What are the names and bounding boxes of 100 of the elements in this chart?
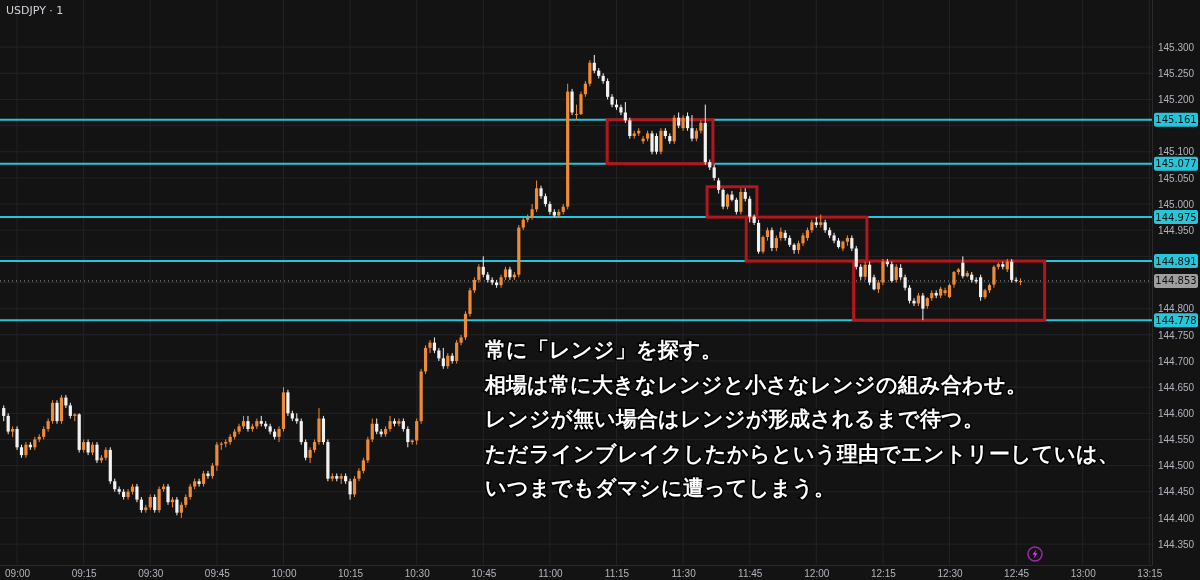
x-tick-label: 13:00	[1070, 568, 1097, 580]
ref-line-label: 144.891	[1155, 255, 1197, 267]
candlestick	[428, 339, 432, 354]
candlestick	[246, 415, 250, 433]
candlestick	[366, 436, 370, 464]
x-tick-label: 09:00	[5, 568, 31, 580]
candlestick	[304, 438, 308, 461]
candlestick	[317, 407, 321, 446]
candlestick	[868, 261, 872, 286]
candlestick	[415, 418, 419, 446]
candlestick	[659, 127, 663, 155]
candlestick	[352, 475, 357, 498]
x-tick-label: 10:00	[271, 568, 297, 580]
x-tick-label: 11:45	[738, 568, 763, 580]
candlestick	[690, 114, 694, 142]
candlestick	[881, 258, 885, 286]
candlestick	[397, 418, 401, 427]
candlestick	[890, 261, 894, 283]
ref-line-label: 145.161	[1155, 114, 1197, 126]
candlestick	[468, 287, 472, 317]
y-tick-label: 144.650	[1158, 381, 1195, 393]
candlestick	[126, 488, 130, 501]
candlestick	[59, 394, 64, 425]
candlestick	[894, 263, 898, 283]
candlestick	[654, 132, 659, 155]
candlestick	[979, 274, 983, 302]
candlestick	[348, 478, 352, 501]
candlestick	[95, 441, 99, 464]
candlestick	[592, 54, 596, 74]
candlestick	[215, 441, 219, 472]
x-tick-label: 11:00	[538, 568, 563, 580]
annotation: 常に「レンジ」を探す。	[485, 338, 722, 362]
candlestick	[992, 264, 996, 289]
x-tick-label: 13:15	[1137, 568, 1163, 580]
candlestick	[1014, 276, 1018, 283]
candlestick	[588, 59, 592, 87]
candlestick	[299, 418, 303, 446]
candlestick	[481, 255, 485, 278]
y-tick-label: 144.500	[1158, 460, 1195, 472]
candlestick	[650, 130, 654, 155]
candlestick	[921, 292, 925, 321]
candlestick	[672, 114, 676, 145]
y-tick-label: 144.350	[1158, 538, 1195, 550]
candlestick	[157, 486, 161, 514]
candlestick	[153, 493, 157, 514]
x-tick-label: 11:15	[604, 568, 630, 580]
candlestick	[854, 245, 858, 270]
x-tick-label: 09:15	[71, 568, 98, 580]
candlestick	[748, 195, 752, 223]
candlestick	[197, 478, 201, 488]
candlestick	[534, 179, 539, 213]
y-tick-label: 145.300	[1158, 41, 1195, 53]
chart-title: USDJPY · 1	[6, 4, 64, 17]
candlestick	[606, 77, 610, 100]
candlestick	[463, 310, 468, 341]
candlestick	[321, 415, 326, 446]
annotation: 相場は常に大きなレンジと小さなレンジの組み合わせ。	[484, 372, 1027, 397]
candlestick	[50, 399, 55, 425]
candlestick	[6, 412, 10, 435]
x-tick-label: 12:15	[870, 568, 897, 580]
candlestick	[570, 88, 574, 116]
y-tick-label: 144.750	[1158, 329, 1195, 341]
candlestick	[441, 347, 445, 370]
ref-line-label: 144.853	[1155, 275, 1197, 287]
candlestick	[423, 344, 428, 375]
candlestick	[406, 425, 410, 448]
candlestick	[477, 263, 481, 283]
ref-line-label: 145.077	[1155, 158, 1197, 170]
candlestick	[1010, 258, 1014, 283]
candlestick	[863, 261, 867, 281]
candlestick	[943, 287, 947, 297]
candlestick	[135, 483, 139, 503]
x-tick-label: 12:45	[1004, 568, 1030, 580]
y-tick-label: 145.000	[1158, 198, 1195, 210]
x-tick-label: 09:45	[204, 568, 231, 580]
y-tick-label: 145.250	[1158, 67, 1195, 79]
annotation: いつまでもダマシに遭ってしまう。	[485, 476, 835, 500]
y-tick-label: 144.600	[1158, 407, 1195, 419]
candlestick	[623, 101, 627, 124]
x-tick-label: 10:30	[404, 568, 431, 580]
candlestick	[907, 284, 912, 304]
candlestick	[286, 389, 290, 417]
y-tick-label: 145.050	[1158, 172, 1195, 184]
x-tick-label: 09:30	[138, 568, 164, 580]
candlestick	[685, 111, 690, 132]
candlestick	[455, 339, 459, 365]
x-tick-label: 12:00	[804, 568, 830, 580]
candlestick	[739, 187, 743, 215]
candlestick	[721, 187, 725, 210]
candlestick	[370, 418, 374, 443]
ref-line-label: 144.778	[1155, 314, 1197, 326]
candlestick	[55, 399, 59, 425]
candlestick	[308, 446, 312, 464]
y-tick-label: 144.400	[1158, 512, 1195, 524]
candlestick	[761, 234, 765, 255]
y-tick-label: 144.800	[1158, 303, 1195, 315]
x-tick-label: 12:30	[937, 568, 963, 580]
y-tick-label: 144.550	[1158, 434, 1195, 446]
annotation: レンジが無い場合はレンジが形成されるまで待つ。	[485, 407, 984, 431]
y-tick-label: 145.200	[1158, 94, 1195, 106]
